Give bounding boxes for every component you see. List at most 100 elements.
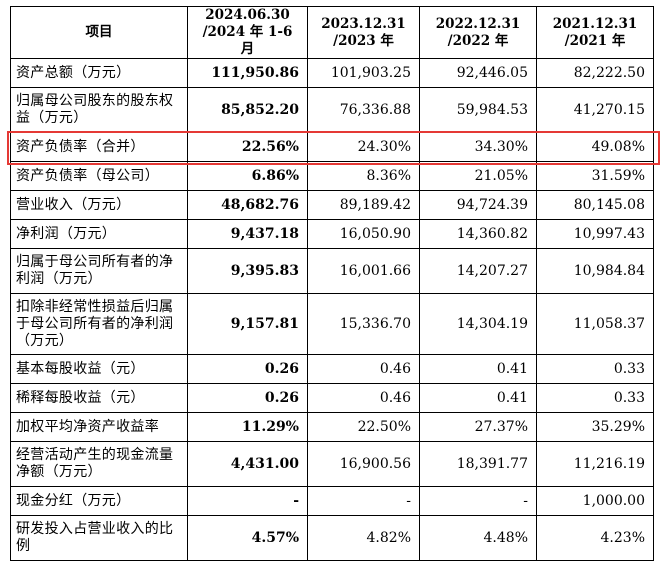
header-row: 项目 2024.06.30 /2024 年 1-6 月 2023.12.31 /… [10,6,654,59]
cell-2022: 14,360.82 [419,219,537,249]
header-col-2021: 2021.12.31 /2021 年 [536,6,654,59]
cell-2021: 10,997.43 [536,219,654,249]
cell-2022: 4.48% [419,515,537,561]
cell-2023: 4.82% [307,515,420,561]
cell-2021: 11,058.37 [536,293,654,355]
cell-2022: 0.41 [419,383,537,413]
header-col-2023-period: /2023 年 [333,32,394,49]
row-label: 净利润（万元） [10,219,188,249]
cell-2023: 16,050.90 [307,219,420,249]
cell-2023: 8.36% [307,161,420,191]
cell-2021: 4.23% [536,515,654,561]
table-row: 研发投入占营业收入的比例 4.57% 4.82% 4.48% 4.23% [10,515,654,561]
cell-2024: 85,852.20 [187,87,308,133]
cell-2024: 111,950.86 [187,58,308,88]
cell-2021: 0.33 [536,354,654,384]
row-label: 资产负债率（合并） [10,132,188,162]
cell-2024: 4.57% [187,515,308,561]
cell-2022: 0.41 [419,354,537,384]
table-row: 归属母公司股东的股东权益（万元） 85,852.20 76,336.88 59,… [10,87,654,133]
row-label: 加权平均净资产收益率 [10,412,188,442]
row-label: 研发投入占营业收入的比例 [10,515,188,561]
cell-2024: 4,431.00 [187,441,308,487]
cell-2023: 0.46 [307,354,420,384]
cell-2021: 35.29% [536,412,654,442]
cell-2023: 76,336.88 [307,87,420,133]
cell-2021: 31.59% [536,161,654,191]
header-col-2024-date: 2024.06.30 [205,7,290,23]
row-label: 现金分红（万元） [10,486,188,516]
row-label: 资产总额（万元） [10,58,188,88]
row-label: 归属母公司股东的股东权益（万元） [10,87,188,133]
cell-2022: 21.05% [419,161,537,191]
financial-table-container: 项目 2024.06.30 /2024 年 1-6 月 2023.12.31 /… [10,6,654,561]
cell-2022: 59,984.53 [419,87,537,133]
row-label: 资产负债率（母公司） [10,161,188,191]
row-label: 稀释每股收益（元） [10,383,188,413]
table-row: 现金分红（万元） - - - 1,000.00 [10,486,654,516]
financial-indicators-table: 项目 2024.06.30 /2024 年 1-6 月 2023.12.31 /… [10,6,654,561]
header-col-2023: 2023.12.31 /2023 年 [307,6,420,59]
cell-2024: 6.86% [187,161,308,191]
cell-2022: 18,391.77 [419,441,537,487]
header-col-2024-period: /2024 年 1-6 月 [202,24,293,57]
cell-2023: 15,336.70 [307,293,420,355]
cell-2022: 14,207.27 [419,248,537,294]
cell-2023: 22.50% [307,412,420,442]
table-row: 经营活动产生的现金流量净额（万元） 4,431.00 16,900.56 18,… [10,441,654,487]
row-label: 扣除非经常性损益后归属于母公司所有者的净利润（万元） [10,293,188,355]
table-row: 营业收入（万元） 48,682.76 89,189.42 94,724.39 8… [10,190,654,220]
cell-2021: 41,270.15 [536,87,654,133]
cell-2024: 0.26 [187,354,308,384]
header-col-2021-date: 2021.12.31 [552,15,638,32]
cell-2024: 0.26 [187,383,308,413]
cell-2022: - [419,486,537,516]
cell-2022: 27.37% [419,412,537,442]
cell-2021: 11,216.19 [536,441,654,487]
row-label: 基本每股收益（元） [10,354,188,384]
table-row: 加权平均净资产收益率 11.29% 22.50% 27.37% 35.29% [10,412,654,442]
header-col-2022-period: /2022 年 [447,32,509,49]
header-col-2022-date: 2022.12.31 [435,15,521,32]
header-col-2024: 2024.06.30 /2024 年 1-6 月 [187,6,308,59]
table-row: 扣除非经常性损益后归属于母公司所有者的净利润（万元） 9,157.81 15,3… [10,293,654,355]
cell-2023: 101,903.25 [307,58,420,88]
cell-2022: 34.30% [419,132,537,162]
cell-2021: 10,984.84 [536,248,654,294]
cell-2022: 92,446.05 [419,58,537,88]
cell-2023: 16,001.66 [307,248,420,294]
table-row: 资产总额（万元） 111,950.86 101,903.25 92,446.05… [10,58,654,88]
header-col-2023-date: 2023.12.31 [321,15,406,32]
cell-2021: 49.08% [536,132,654,162]
cell-2023: 89,189.42 [307,190,420,220]
table-row-highlighted: 资产负债率（合并） 22.56% 24.30% 34.30% 49.08% [10,132,654,162]
cell-2021: 0.33 [536,383,654,413]
table-row: 稀释每股收益（元） 0.26 0.46 0.41 0.33 [10,383,654,413]
row-label: 经营活动产生的现金流量净额（万元） [10,441,188,487]
cell-2023: 16,900.56 [307,441,420,487]
table-row: 基本每股收益（元） 0.26 0.46 0.41 0.33 [10,354,654,384]
cell-2024: 11.29% [187,412,308,442]
cell-2021: 82,222.50 [536,58,654,88]
cell-2023: - [307,486,420,516]
cell-2024: 9,437.18 [187,219,308,249]
row-label: 营业收入（万元） [10,190,188,220]
cell-2023: 24.30% [307,132,420,162]
header-col-2021-period: /2021 年 [564,32,626,49]
cell-2024: 48,682.76 [187,190,308,220]
cell-2024: 22.56% [187,132,308,162]
cell-2024: - [187,486,308,516]
cell-2024: 9,395.83 [187,248,308,294]
header-col-2022: 2022.12.31 /2022 年 [419,6,537,59]
row-label: 归属于母公司所有者的净利润（万元） [10,248,188,294]
cell-2022: 14,304.19 [419,293,537,355]
cell-2021: 80,145.08 [536,190,654,220]
cell-2024: 9,157.81 [187,293,308,355]
table-row: 归属于母公司所有者的净利润（万元） 9,395.83 16,001.66 14,… [10,248,654,294]
cell-2022: 94,724.39 [419,190,537,220]
cell-2021: 1,000.00 [536,486,654,516]
table-row: 资产负债率（母公司） 6.86% 8.36% 21.05% 31.59% [10,161,654,191]
header-item: 项目 [10,6,188,59]
cell-2023: 0.46 [307,383,420,413]
table-row: 净利润（万元） 9,437.18 16,050.90 14,360.82 10,… [10,219,654,249]
